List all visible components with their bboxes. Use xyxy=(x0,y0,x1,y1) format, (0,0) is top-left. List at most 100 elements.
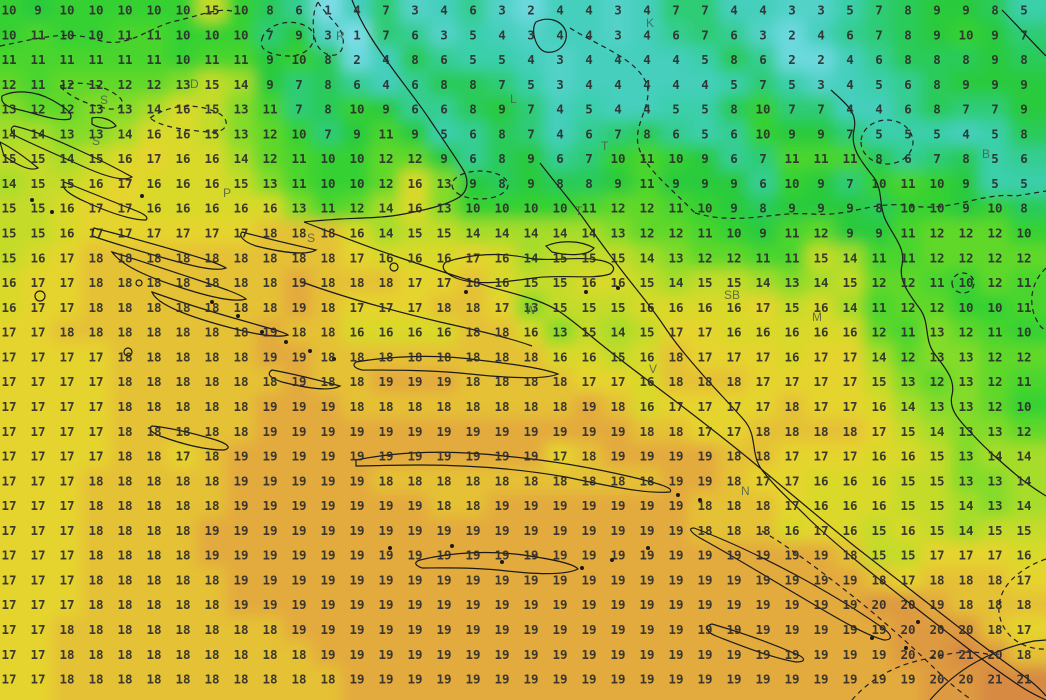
grid-temperature-value: 19 xyxy=(552,424,567,439)
grid-temperature-value: 19 xyxy=(262,548,277,563)
grid-temperature-value: 11 xyxy=(784,226,799,241)
grid-temperature-value: 13 xyxy=(929,325,944,340)
grid-temperature-value: 12 xyxy=(900,349,915,364)
grid-temperature-value: 19 xyxy=(494,622,509,637)
grid-temperature-value: 10 xyxy=(552,201,567,216)
grid-temperature-value: 19 xyxy=(639,622,654,637)
grid-temperature-value: 19 xyxy=(610,548,625,563)
isoline-dashed xyxy=(761,530,973,700)
grid-temperature-value: 11 xyxy=(1016,374,1031,389)
grid-temperature-value: 18 xyxy=(465,498,480,513)
grid-temperature-value: 16 xyxy=(494,250,509,265)
grid-temperature-value: 17 xyxy=(30,572,45,587)
grid-temperature-value: 7 xyxy=(266,27,274,42)
grid-temperature-value: 15 xyxy=(233,176,248,191)
grid-temperature-value: 8 xyxy=(469,102,477,117)
grid-temperature-value: 10 xyxy=(1,27,16,42)
grid-temperature-value: 11 xyxy=(581,201,596,216)
grid-temperature-value: 15 xyxy=(871,548,886,563)
grid-temperature-value: 18 xyxy=(59,622,74,637)
grid-temperature-value: 19 xyxy=(784,672,799,687)
grid-temperature-value: 13 xyxy=(987,498,1002,513)
grid-temperature-value: 19 xyxy=(668,622,683,637)
grid-temperature-value: 7 xyxy=(875,3,883,18)
grid-temperature-value: 7 xyxy=(498,77,506,92)
grid-temperature-value: 12 xyxy=(668,226,683,241)
islet-ring xyxy=(135,279,143,287)
grid-temperature-value: 17 xyxy=(784,473,799,488)
grid-temperature-value: 4 xyxy=(585,27,593,42)
grid-temperature-value: 18 xyxy=(378,349,393,364)
grid-temperature-value: 14 xyxy=(900,399,915,414)
grid-temperature-value: 14 xyxy=(233,151,248,166)
grid-temperature-value: 10 xyxy=(726,226,741,241)
grid-temperature-value: 19 xyxy=(523,449,538,464)
islet-ring xyxy=(34,290,46,302)
grid-temperature-value: 18 xyxy=(146,449,161,464)
grid-temperature-value: 17 xyxy=(117,226,132,241)
grid-temperature-value: 11 xyxy=(30,77,45,92)
grid-temperature-value: 12 xyxy=(407,151,422,166)
grid-value-layer: 10 9 10 10 10 10 10 15 10 8 6 1 4 7 3 4 6 3 2 4 4 3 4 7 7 4 4 3 3 5 7 8… xyxy=(1,3,1031,687)
grid-temperature-value: 18 xyxy=(523,349,538,364)
grid-temperature-value: 14 xyxy=(1016,498,1031,513)
grid-temperature-value: 15 xyxy=(929,473,944,488)
grid-temperature-value: 19 xyxy=(291,498,306,513)
grid-temperature-value: 17 xyxy=(1,597,16,612)
grid-temperature-value: 19 xyxy=(639,647,654,662)
grid-temperature-value: 12 xyxy=(900,300,915,315)
grid-temperature-value: 13 xyxy=(291,201,306,216)
grid-temperature-value: 17 xyxy=(117,176,132,191)
grid-temperature-value: 9 xyxy=(1020,77,1028,92)
grid-temperature-value: 16 xyxy=(59,226,74,241)
grid-temperature-value: 11 xyxy=(146,27,161,42)
grid-temperature-value: 19 xyxy=(349,449,364,464)
station-label: W xyxy=(525,303,537,317)
grid-temperature-value: 14 xyxy=(523,250,538,265)
grid-temperature-value: 19 xyxy=(465,449,480,464)
grid-temperature-value: 19 xyxy=(494,572,509,587)
grid-temperature-value: 17 xyxy=(697,349,712,364)
station-label: L xyxy=(510,92,517,106)
grid-temperature-value: 18 xyxy=(784,424,799,439)
grid-temperature-value: 4 xyxy=(556,126,564,141)
islet-dot xyxy=(450,544,454,548)
grid-temperature-value: 12 xyxy=(59,102,74,117)
grid-temperature-value: 10 xyxy=(175,3,190,18)
islet-dot xyxy=(284,340,288,344)
grid-temperature-value: 12 xyxy=(639,226,654,241)
station-label: SB xyxy=(724,288,740,302)
grid-temperature-value: 19 xyxy=(233,473,248,488)
grid-temperature-value: 17 xyxy=(1,523,16,538)
grid-temperature-value: 15 xyxy=(88,151,103,166)
grid-temperature-value: 11 xyxy=(1,52,16,67)
grid-temperature-value: 18 xyxy=(175,572,190,587)
grid-temperature-value: 17 xyxy=(668,325,683,340)
grid-temperature-value: 12 xyxy=(59,77,74,92)
grid-temperature-value: 16 xyxy=(581,349,596,364)
grid-temperature-value: 18 xyxy=(175,647,190,662)
grid-temperature-value: 19 xyxy=(523,647,538,662)
grid-temperature-value: 5 xyxy=(701,126,709,141)
grid-temperature-value: 17 xyxy=(1,473,16,488)
grid-temperature-value: 15 xyxy=(900,424,915,439)
grid-temperature-value: 18 xyxy=(88,672,103,687)
grid-temperature-value: 10 xyxy=(88,27,103,42)
grid-temperature-value: 20 xyxy=(900,622,915,637)
grid-temperature-value: 7 xyxy=(846,126,854,141)
grid-temperature-value: 17 xyxy=(59,424,74,439)
grid-temperature-value: 15 xyxy=(813,250,828,265)
coastline xyxy=(442,253,615,284)
grid-temperature-value: 19 xyxy=(610,597,625,612)
grid-temperature-value: 17 xyxy=(59,300,74,315)
grid-temperature-value: 14 xyxy=(842,250,857,265)
grid-temperature-value: 17 xyxy=(929,548,944,563)
grid-temperature-value: 19 xyxy=(436,622,451,637)
grid-temperature-value: 16 xyxy=(146,126,161,141)
grid-temperature-value: 19 xyxy=(494,523,509,538)
grid-temperature-value: 16 xyxy=(523,325,538,340)
grid-temperature-value: 19 xyxy=(697,473,712,488)
grid-temperature-value: 7 xyxy=(295,77,303,92)
grid-temperature-value: 16 xyxy=(581,275,596,290)
grid-temperature-value: 18 xyxy=(320,226,335,241)
